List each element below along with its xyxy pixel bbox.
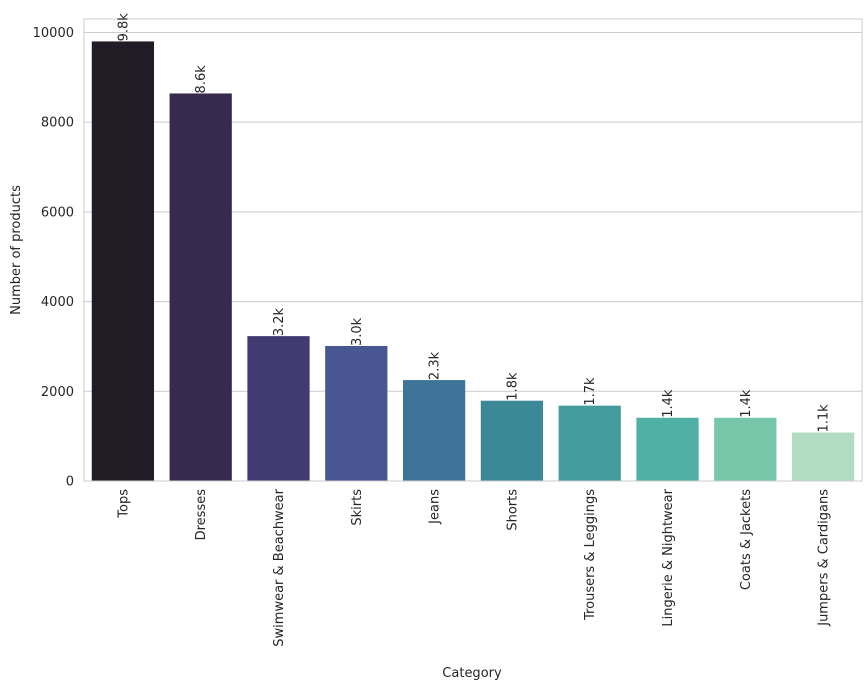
y-tick-label: 4000	[41, 295, 74, 310]
y-tick-label: 8000	[41, 116, 74, 131]
bar	[91, 41, 155, 481]
x-tick-label: Swimwear & Beachwear	[272, 488, 287, 646]
bar-value-label: 1.8k	[505, 372, 520, 401]
x-tick-label: Coats & Jackets	[739, 489, 754, 590]
bar	[714, 417, 777, 481]
bar	[791, 432, 855, 481]
x-axis-ticks: Tops Dresses Swimwear & Beachwear Skirts Jea…	[116, 488, 831, 646]
x-tick-label: Trousers & Leggings	[583, 489, 598, 621]
x-tick-label: Lingerie & Nightwear	[661, 488, 676, 626]
bar-value-label: 3.0k	[350, 317, 365, 346]
y-tick-label: 6000	[41, 205, 74, 220]
bar-value-label: 8.6k	[194, 65, 209, 94]
y-axis-title: Number of products	[9, 185, 24, 315]
bar	[325, 345, 388, 481]
bar	[247, 336, 310, 481]
bars	[91, 41, 855, 481]
bar-value-label: 9.8k	[116, 13, 131, 42]
bar	[558, 405, 621, 481]
bar-value-label: 1.7k	[583, 377, 598, 406]
y-axis-ticks: 0 2000 4000 6000 8000 10000	[33, 26, 74, 490]
bar-value-label: 1.4k	[739, 389, 754, 418]
bar	[636, 417, 699, 481]
bar	[402, 380, 466, 481]
x-tick-label: Jumpers & Cardigans	[817, 489, 832, 627]
plot-frame	[83, 18, 863, 482]
x-tick-label: Skirts	[350, 489, 365, 526]
y-tick-label: 10000	[33, 26, 74, 41]
data-labels: 9.8k 8.6k 3.2k 3.0k 2.3k 1.8k 1.7k 1.4k 1.4k 1.1k	[116, 13, 831, 433]
bar-value-label: 1.4k	[661, 389, 676, 418]
x-tick-label: Shorts	[505, 489, 520, 531]
y-tick-label: 0	[66, 475, 74, 490]
y-tick-label: 2000	[41, 385, 74, 400]
bar-value-label: 1.1k	[817, 404, 832, 433]
bar-value-label: 2.3k	[428, 351, 443, 380]
x-tick-label: Tops	[116, 489, 131, 519]
x-axis-title: Category	[442, 666, 502, 681]
bar-value-label: 3.2k	[272, 307, 287, 336]
bar	[480, 400, 544, 481]
bar	[169, 93, 232, 481]
x-tick-label: Jeans	[428, 489, 443, 525]
x-tick-label: Dresses	[194, 489, 209, 541]
